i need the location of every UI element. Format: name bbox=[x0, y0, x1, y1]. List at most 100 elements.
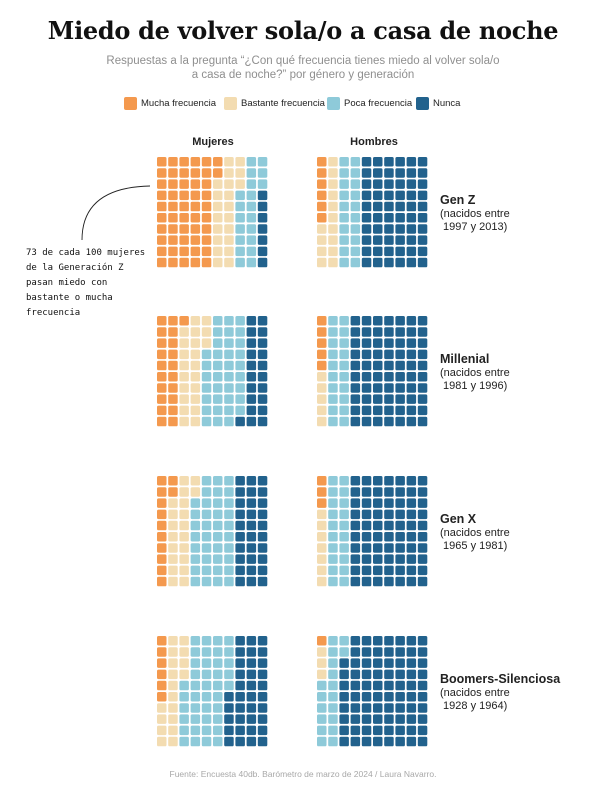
waffle-cell bbox=[406, 246, 417, 257]
waffle-cell bbox=[235, 394, 245, 404]
waffle-cell bbox=[224, 714, 234, 724]
waffle-cell bbox=[417, 487, 428, 497]
waffle-cell bbox=[417, 235, 428, 245]
waffle-cell bbox=[339, 520, 349, 531]
waffle-cell bbox=[339, 327, 349, 337]
waffle-cell bbox=[395, 405, 405, 416]
waffle-cell bbox=[224, 246, 234, 257]
waffle-cell bbox=[384, 201, 394, 212]
waffle-cell bbox=[179, 714, 189, 724]
waffle-cell bbox=[213, 532, 223, 542]
waffle-cell bbox=[395, 736, 405, 747]
waffle-cell bbox=[224, 201, 234, 212]
waffle-cell bbox=[350, 224, 361, 234]
waffle-cell bbox=[213, 703, 223, 713]
waffle-cell bbox=[257, 658, 268, 668]
waffle-cell bbox=[235, 416, 245, 427]
waffle-cell bbox=[190, 636, 201, 646]
waffle-cell bbox=[168, 565, 178, 576]
waffle-cell bbox=[328, 565, 338, 576]
generation-desc-1: (nacidos entre bbox=[440, 687, 510, 699]
waffle-cell bbox=[213, 213, 223, 223]
waffle-cell bbox=[417, 680, 428, 691]
waffle-cell bbox=[384, 224, 394, 234]
waffle-cell bbox=[406, 235, 417, 245]
waffle-cell bbox=[328, 338, 338, 348]
waffle-cell bbox=[157, 416, 167, 427]
waffle-cell bbox=[157, 692, 167, 702]
legend-item-nunca: Nunca bbox=[416, 95, 460, 111]
waffle-cell bbox=[395, 725, 405, 736]
legend-item-mucha: Mucha frecuencia bbox=[124, 95, 216, 111]
waffle-cell bbox=[395, 532, 405, 542]
waffle-cell bbox=[190, 658, 201, 668]
waffle-cell bbox=[317, 576, 327, 587]
waffle-cell bbox=[406, 383, 417, 393]
waffle-cell bbox=[235, 316, 245, 326]
waffle-cell bbox=[179, 257, 189, 268]
waffle-cell bbox=[168, 669, 178, 680]
waffle-cell bbox=[157, 338, 167, 348]
waffle-cell bbox=[157, 327, 167, 337]
waffle-cell bbox=[417, 669, 428, 680]
waffle-cell bbox=[373, 394, 383, 404]
waffle-cell bbox=[406, 360, 417, 371]
waffle-cell bbox=[350, 201, 361, 212]
waffle-cell bbox=[257, 714, 268, 724]
waffle-cell bbox=[257, 703, 268, 713]
waffle-cell bbox=[317, 327, 327, 337]
waffle-cell bbox=[201, 576, 212, 587]
waffle-cell bbox=[395, 327, 405, 337]
waffle-cell bbox=[384, 714, 394, 724]
waffle-cell bbox=[257, 213, 268, 223]
waffle-cell bbox=[406, 327, 417, 337]
waffle-cell bbox=[339, 543, 349, 553]
waffle-cell bbox=[328, 543, 338, 553]
waffle-cell bbox=[406, 714, 417, 724]
waffle-cell bbox=[168, 190, 178, 201]
waffle-cell bbox=[417, 257, 428, 268]
waffle-cell bbox=[213, 680, 223, 691]
waffle-cell bbox=[339, 692, 349, 702]
source-note: Fuente: Encuesta 40db. Barómetro de marz… bbox=[169, 769, 437, 779]
legend-label: Bastante frecuencia bbox=[241, 97, 325, 109]
waffle-cell bbox=[328, 509, 338, 520]
waffle-cell bbox=[350, 520, 361, 531]
waffle-cell bbox=[246, 476, 257, 486]
legend-label: Poca frecuencia bbox=[344, 97, 413, 109]
waffle-cell bbox=[417, 349, 428, 360]
waffle-cell bbox=[328, 532, 338, 542]
waffle-cell bbox=[246, 565, 257, 576]
waffle-gen-x-hombres bbox=[317, 476, 428, 587]
waffle-cell bbox=[246, 576, 257, 587]
waffle-cell bbox=[246, 327, 257, 337]
waffle-cell bbox=[213, 554, 223, 564]
waffle-cell bbox=[257, 360, 268, 371]
waffle-cell bbox=[373, 487, 383, 497]
waffle-cell bbox=[328, 554, 338, 564]
waffle-cell bbox=[157, 157, 167, 167]
waffle-cell bbox=[361, 201, 372, 212]
waffle-cell bbox=[246, 213, 257, 223]
waffle-cell bbox=[339, 190, 349, 201]
waffle-cell bbox=[350, 680, 361, 691]
waffle-cell bbox=[339, 576, 349, 587]
waffle-cell bbox=[224, 383, 234, 393]
waffle-cell bbox=[417, 476, 428, 486]
waffle-cell bbox=[179, 246, 189, 257]
waffle-cell bbox=[361, 190, 372, 201]
waffle-cell bbox=[417, 327, 428, 337]
waffle-cell bbox=[157, 349, 167, 360]
waffle-cell bbox=[201, 543, 212, 553]
waffle-cell bbox=[317, 157, 327, 167]
waffle-cell bbox=[168, 338, 178, 348]
waffle-cell bbox=[224, 327, 234, 337]
waffle-cell bbox=[168, 636, 178, 646]
waffle-cell bbox=[395, 383, 405, 393]
waffle-cell bbox=[350, 543, 361, 553]
waffle-cell bbox=[201, 416, 212, 427]
waffle-cell bbox=[213, 725, 223, 736]
waffle-cell bbox=[350, 157, 361, 167]
waffle-cell bbox=[350, 394, 361, 404]
waffle-cell bbox=[190, 201, 201, 212]
